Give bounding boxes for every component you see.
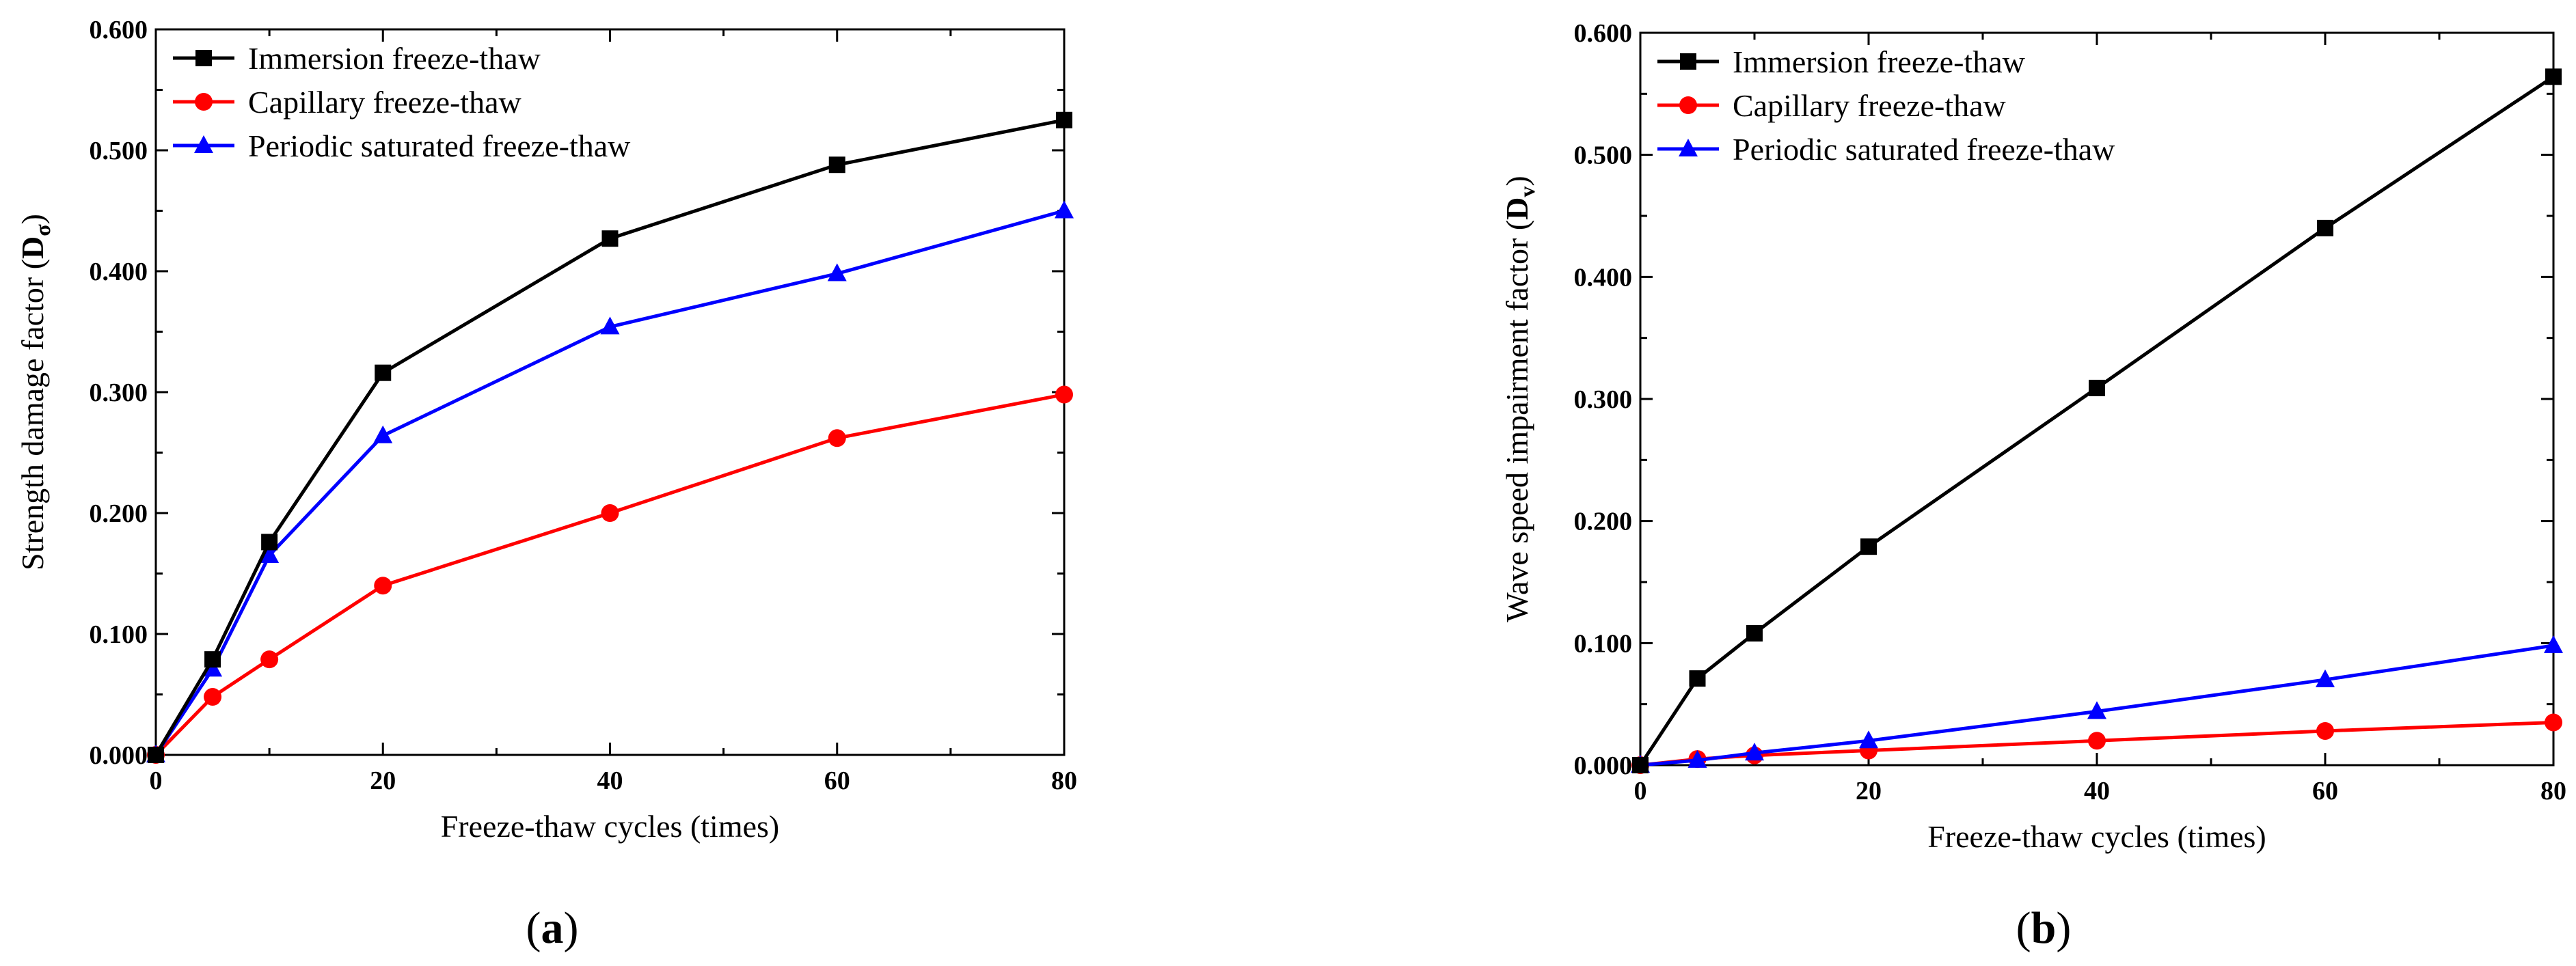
chart-b-series-capillary-freeze-thaw-point bbox=[2545, 713, 2562, 732]
chart-b-series-immersion-freeze-thaw-point bbox=[1746, 625, 1763, 642]
chart-a-y-tick-label: 0.600 bbox=[90, 16, 148, 44]
chart-a-x-tick-label: 0 bbox=[150, 767, 163, 795]
chart-b-series-periodic-saturated-freeze-thaw-point bbox=[2087, 701, 2106, 719]
chart-a-y-tick-label: 0.400 bbox=[90, 258, 148, 286]
chart-b-y-axis-title: Wave speed impairment factor (Dv) bbox=[1500, 176, 1539, 622]
chart-b-series-immersion-freeze-thaw-point bbox=[1689, 670, 1706, 687]
chart-a-series-capillary-freeze-thaw-point bbox=[260, 650, 279, 669]
chart-a-y-tick-label: 0.200 bbox=[90, 499, 148, 528]
chart-a-series-immersion-freeze-thaw bbox=[148, 111, 1072, 763]
chart-b-series-immersion-freeze-thaw-point bbox=[2317, 219, 2333, 236]
chart-b-y-tick-label: 0.500 bbox=[1574, 141, 1633, 170]
chart-b-legend-entry: Immersion freeze-thaw bbox=[1657, 44, 2026, 79]
chart-b-x-tick-label: 20 bbox=[1856, 777, 1882, 805]
chart-a-series-immersion-freeze-thaw-point bbox=[204, 651, 221, 668]
chart-a-legend-entry-marker bbox=[195, 93, 213, 111]
chart-a-series-immersion-freeze-thaw-point bbox=[261, 534, 278, 551]
chart-a-series-capillary-freeze-thaw-point bbox=[204, 688, 222, 706]
chart-a-legend-entry-marker bbox=[194, 135, 213, 153]
chart-b-series-periodic-saturated-freeze-thaw-point bbox=[2544, 635, 2563, 653]
chart-a-series-immersion-freeze-thaw-point bbox=[828, 156, 845, 174]
chart-a-y-tick-label: 0.300 bbox=[90, 378, 148, 407]
chart-a-series-capillary-freeze-thaw-point bbox=[374, 577, 392, 595]
chart-b-series-periodic-saturated-freeze-thaw-point bbox=[1687, 749, 1707, 768]
chart-a-strength-damage: 0 20 40 60 80 0.000 0.100 0.200 0.300 0.400 0.500 0… bbox=[15, 16, 1077, 953]
chart-a-y-axis-title: Strength damage factor (Dσ) bbox=[15, 214, 55, 570]
chart-b-y-tick-label: 0.000 bbox=[1574, 751, 1633, 780]
chart-a-series-capillary-freeze-thaw-point bbox=[828, 429, 846, 447]
chart-a-series-capillary-freeze-thaw-point bbox=[601, 504, 619, 522]
chart-a-y-tick-label: 0.100 bbox=[90, 620, 148, 649]
chart-a-y-tick-label: 0.500 bbox=[90, 137, 148, 165]
chart-a-legend-entry: Periodic saturated freeze-thaw bbox=[173, 128, 631, 163]
chart-b-x-tick-label: 60 bbox=[2312, 777, 2338, 805]
chart-b-series-periodic-saturated-freeze-thaw-point bbox=[1745, 743, 1764, 761]
chart-b-series-immersion-freeze-thaw-point bbox=[2545, 68, 2562, 85]
chart-a-y-axis-title-close: ) bbox=[15, 214, 50, 224]
chart-b-y-axis-symbol: D bbox=[1500, 197, 1534, 220]
chart-a-series-immersion-freeze-thaw-point bbox=[1056, 111, 1072, 128]
chart-b-x-axis-title: Freeze-thaw cycles (times) bbox=[1927, 819, 2266, 854]
chart-a-y-axis-subscript: σ bbox=[30, 224, 55, 236]
chart-b-y-axis-subscript: v bbox=[1515, 187, 1539, 197]
chart-a-series-periodic-saturated-freeze-thaw-point bbox=[827, 263, 847, 281]
chart-b-legend-entry: Capillary freeze-thaw bbox=[1657, 88, 2006, 123]
chart-b-y-axis-title-text: Wave speed impairment factor ( bbox=[1500, 220, 1534, 622]
chart-b-legend-entry-marker bbox=[1679, 96, 1697, 114]
chart-b-x-tick-label: 80 bbox=[2540, 777, 2566, 805]
chart-a-series-immersion-freeze-thaw-point bbox=[375, 364, 392, 381]
chart-a-series-immersion-freeze-thaw-point bbox=[148, 747, 164, 763]
chart-b-series-capillary-freeze-thaw-point bbox=[2088, 732, 2106, 750]
chart-a-legend-entry-label: Periodic saturated freeze-thaw bbox=[248, 128, 631, 163]
chart-b-y-tick-label: 0.200 bbox=[1574, 508, 1633, 536]
chart-b-series-immersion-freeze-thaw bbox=[1632, 68, 2562, 773]
chart-a-series-periodic-saturated-freeze-thaw-point bbox=[600, 316, 620, 335]
chart-b-y-tick-label: 0.600 bbox=[1574, 19, 1633, 48]
chart-a-series-capillary-freeze-thaw-point bbox=[1055, 385, 1073, 404]
chart-a-x-axis-title: Freeze-thaw cycles (times) bbox=[441, 809, 780, 844]
chart-a-series-periodic-saturated-freeze-thaw-point bbox=[1055, 200, 1074, 219]
chart-b-legend-entry-label: Periodic saturated freeze-thaw bbox=[1733, 132, 2115, 167]
chart-b-legend-entry-label: Immersion freeze-thaw bbox=[1733, 44, 2026, 79]
chart-b-legend: Immersion freeze-thaw Capillary freeze-th… bbox=[1657, 44, 2115, 167]
chart-b-wave-speed-impairment: 0 20 40 60 80 0.000 0.100 0.200 0.300 0.400 0.500 0… bbox=[1500, 19, 2566, 953]
chart-a-series-immersion-freeze-thaw-point bbox=[601, 230, 619, 247]
chart-b-y-tick-label: 0.100 bbox=[1574, 629, 1633, 658]
chart-b-series-immersion-freeze-thaw-point bbox=[1860, 538, 1877, 555]
chart-a-legend: Immersion freeze-thaw Capillary freeze-th… bbox=[173, 41, 631, 163]
chart-a-legend-entry-label: Capillary freeze-thaw bbox=[248, 85, 521, 120]
chart-a-x-tick-label: 40 bbox=[597, 767, 623, 795]
chart-a-legend-entry: Capillary freeze-thaw bbox=[173, 85, 521, 120]
chart-a-series-periodic-saturated-freeze-thaw-point bbox=[260, 544, 280, 563]
chart-a-legend-entry-label: Immersion freeze-thaw bbox=[248, 41, 541, 76]
chart-b-series-capillary-freeze-thaw-point bbox=[2316, 721, 2334, 740]
chart-b-legend-entry-marker bbox=[1680, 53, 1696, 70]
chart-a-series-periodic-saturated-freeze-thaw-point bbox=[203, 659, 223, 677]
chart-b-panel-label: (b) bbox=[2016, 903, 2072, 953]
chart-a-legend-entry: Immersion freeze-thaw bbox=[173, 41, 541, 76]
chart-a-panel-label: (a) bbox=[526, 903, 579, 953]
chart-b-legend-entry-marker bbox=[1679, 139, 1698, 156]
chart-b-y-tick-label: 0.400 bbox=[1574, 263, 1633, 292]
chart-a-x-tick-label: 60 bbox=[824, 767, 850, 795]
chart-b-y-tick-label: 0.300 bbox=[1574, 385, 1633, 414]
chart-b-x-tick-label: 40 bbox=[2084, 777, 2110, 805]
chart-b-series-periodic-saturated-freeze-thaw-point bbox=[1859, 730, 1878, 749]
chart-b-series-periodic-saturated-freeze-thaw-point bbox=[2316, 669, 2335, 687]
chart-a-series-periodic-saturated-freeze-thaw-point bbox=[373, 425, 393, 443]
chart-b-legend-entry: Periodic saturated freeze-thaw bbox=[1657, 132, 2115, 167]
chart-b-x-tick-label: 0 bbox=[1634, 777, 1647, 805]
chart-b-y-axis-title-close: ) bbox=[1500, 176, 1534, 186]
chart-a-x-tick-label: 80 bbox=[1051, 767, 1077, 795]
chart-a-legend-entry-marker bbox=[195, 50, 212, 66]
chart-a-y-tick-label: 0.000 bbox=[90, 741, 148, 770]
chart-a-x-tick-label: 20 bbox=[370, 767, 396, 795]
chart-b-series-immersion-freeze-thaw-point bbox=[2089, 379, 2105, 396]
chart-a-y-axis-title-text: Strength damage factor ( bbox=[15, 259, 50, 570]
chart-b-series-immersion-freeze-thaw-point bbox=[1632, 757, 1649, 773]
chart-b-legend-entry-label: Capillary freeze-thaw bbox=[1733, 88, 2006, 123]
chart-a-y-axis-symbol: D bbox=[15, 236, 50, 259]
